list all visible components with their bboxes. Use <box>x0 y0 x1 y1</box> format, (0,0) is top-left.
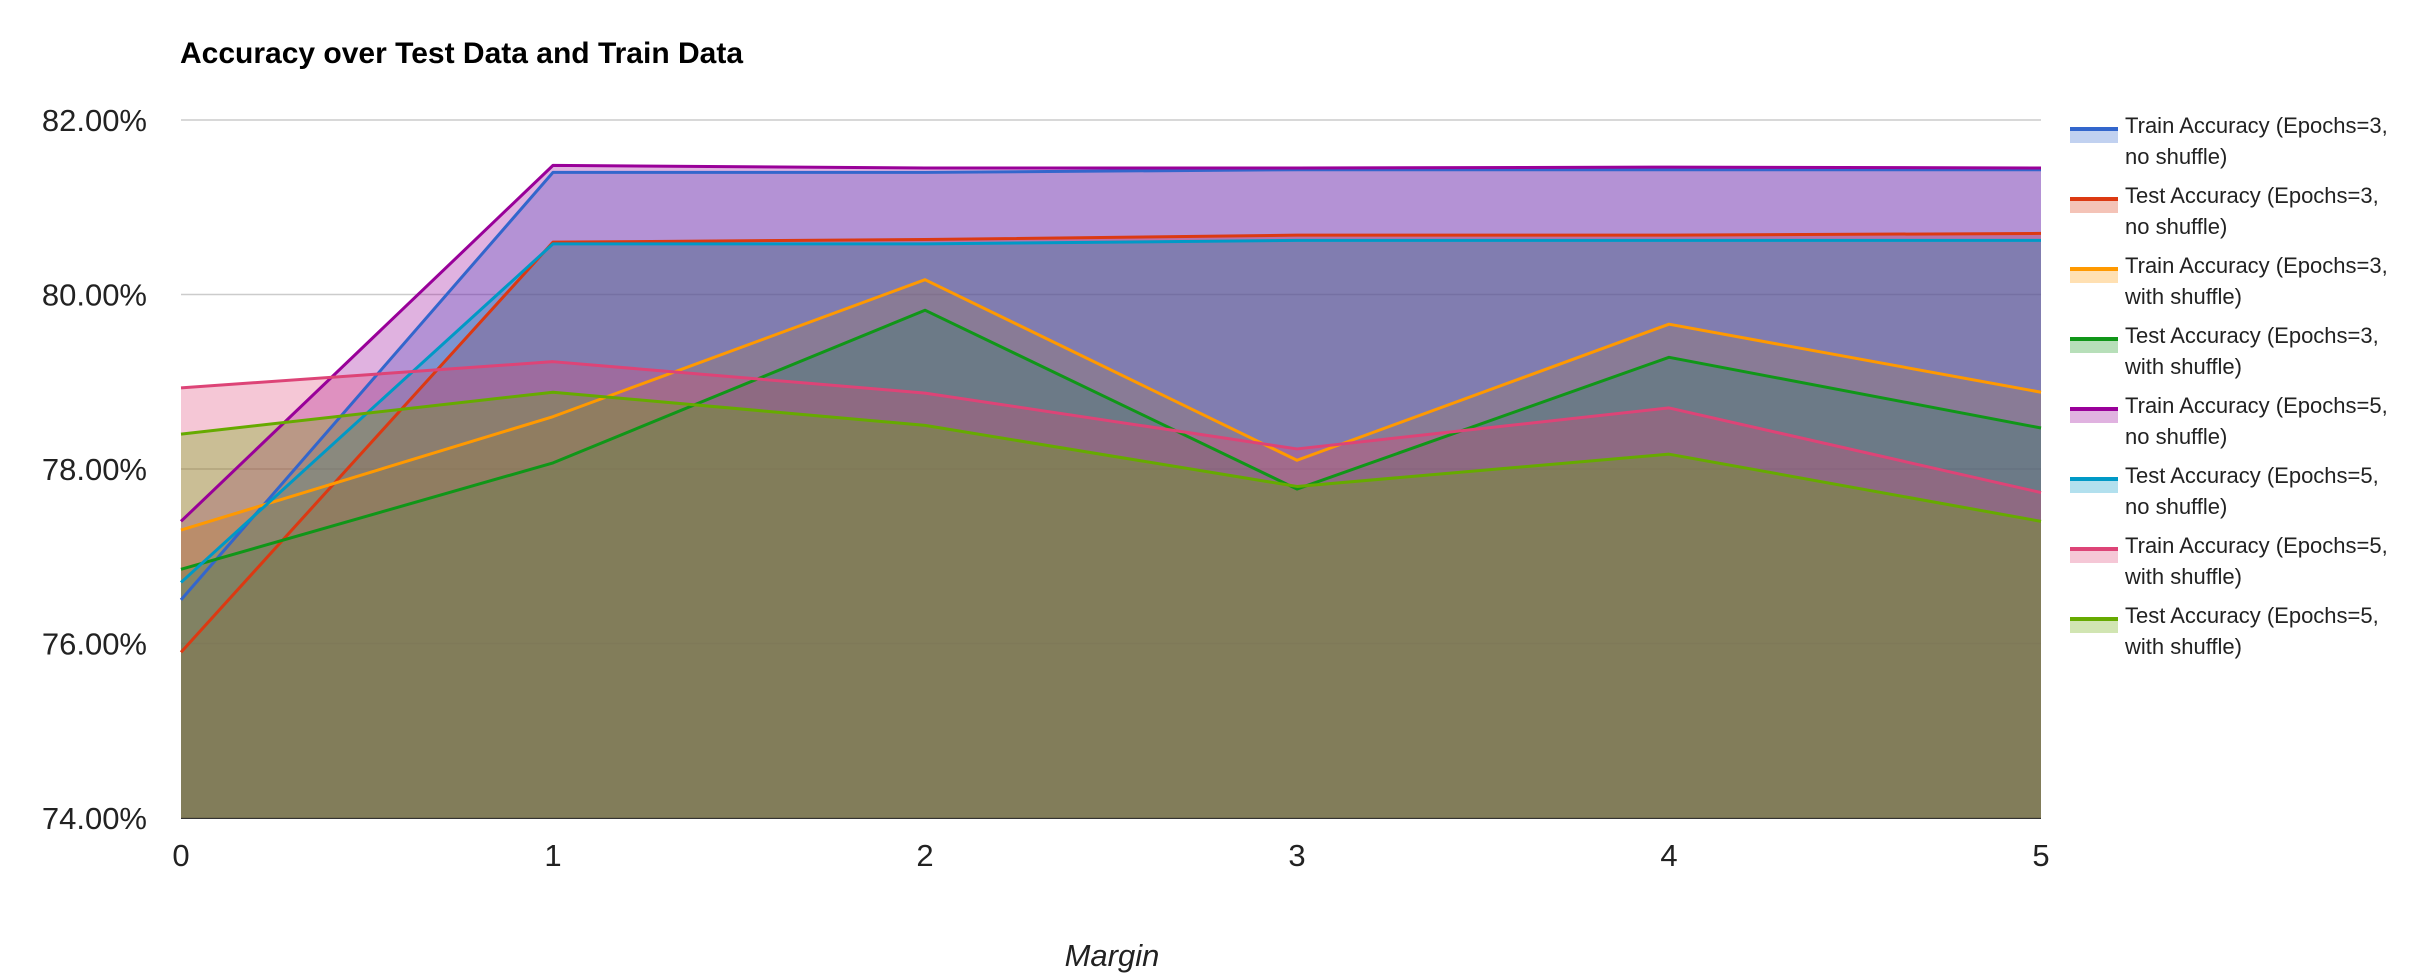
legend-label: with shuffle) <box>2124 564 2242 589</box>
legend-label: no shuffle) <box>2125 144 2227 169</box>
legend-swatch-fill <box>2070 339 2118 353</box>
legend-item[interactable]: Test Accuracy (Epochs=3, with shuffle) <box>2070 323 2379 379</box>
series-line-4 <box>180 308 2042 571</box>
legend-swatch-fill <box>2070 129 2118 143</box>
series-area-8 <box>181 392 2041 818</box>
legend-label: no shuffle) <box>2125 424 2227 449</box>
legend-label: Train Accuracy (Epochs=3, <box>2125 113 2388 138</box>
legend-label: Train Accuracy (Epochs=5, <box>2125 393 2388 418</box>
series-line-7 <box>180 360 2042 495</box>
x-tick-label: 2 <box>916 838 933 873</box>
y-axis-tick-labels: 74.00% 76.00% 78.00% 80.00% 82.00% <box>42 103 147 836</box>
legend-label: with shuffle) <box>2124 284 2242 309</box>
series-areas <box>181 165 2041 819</box>
chart-title: Accuracy over Test Data and Train Data <box>180 37 743 70</box>
series-area-5 <box>181 165 2041 818</box>
y-tick-label: 74.00% <box>42 801 147 836</box>
legend-item[interactable]: Test Accuracy (Epochs=5, no shuffle) <box>2070 463 2379 519</box>
legend-item[interactable]: Train Accuracy (Epochs=5, no shuffle) <box>2070 393 2388 449</box>
legend-swatch-fill <box>2070 619 2118 633</box>
gridlines <box>181 119 2041 819</box>
series-area-1 <box>181 169 2041 819</box>
series-area-6 <box>181 240 2041 818</box>
series-line-5 <box>179 163 2042 523</box>
legend-swatch-fill <box>2070 479 2118 493</box>
legend-swatch-fill <box>2070 549 2118 563</box>
y-tick-label: 82.00% <box>42 103 147 138</box>
legend-item[interactable]: Train Accuracy (Epochs=3, with shuffle) <box>2070 253 2388 309</box>
x-tick-label: 5 <box>2032 838 2049 873</box>
legend-swatch-fill <box>2070 409 2118 423</box>
series-area-3 <box>181 279 2041 819</box>
x-tick-label: 4 <box>1660 838 1677 873</box>
legend-label: Train Accuracy (Epochs=3, <box>2125 253 2388 278</box>
series-line-2 <box>179 231 2042 654</box>
legend: Train Accuracy (Epochs=3,no shuffle)Test… <box>2070 113 2388 659</box>
series-line-8 <box>180 390 2042 523</box>
series-area-4 <box>181 310 2041 818</box>
legend-item[interactable]: Test Accuracy (Epochs=5, with shuffle) <box>2070 603 2379 659</box>
legend-item[interactable]: Train Accuracy (Epochs=5, with shuffle) <box>2070 533 2388 589</box>
series-line-3 <box>180 278 2042 532</box>
series-area-2 <box>181 233 2041 819</box>
y-tick-label: 78.00% <box>42 452 147 487</box>
legend-label: Train Accuracy (Epochs=5, <box>2125 533 2388 558</box>
legend-swatch-fill <box>2070 199 2118 213</box>
legend-label: Test Accuracy (Epochs=5, <box>2125 603 2379 628</box>
x-axis-tick-labels: 0 1 2 3 4 5 <box>172 838 2049 873</box>
legend-swatch-fill <box>2070 269 2118 283</box>
series-line-6 <box>179 238 2041 584</box>
series-area-7 <box>181 361 2041 818</box>
legend-label: no shuffle) <box>2125 494 2227 519</box>
series-line-1 <box>179 168 2041 601</box>
x-tick-label: 1 <box>544 838 561 873</box>
legend-item[interactable]: Test Accuracy (Epochs=3, no shuffle) <box>2070 183 2379 239</box>
legend-label: Test Accuracy (Epochs=5, <box>2125 463 2379 488</box>
legend-item[interactable]: Train Accuracy (Epochs=3, no shuffle) <box>2070 113 2388 169</box>
x-axis-label: Margin <box>1065 938 1160 973</box>
legend-label: with shuffle) <box>2124 634 2242 659</box>
legend-label: Test Accuracy (Epochs=3, <box>2125 323 2379 348</box>
legend-label: with shuffle) <box>2124 354 2242 379</box>
legend-label: no shuffle) <box>2125 214 2227 239</box>
x-tick-label: 3 <box>1288 838 1305 873</box>
x-tick-label: 0 <box>172 838 189 873</box>
series-lines <box>179 163 2042 654</box>
legend-label: Test Accuracy (Epochs=3, <box>2125 183 2379 208</box>
y-tick-label: 80.00% <box>42 278 147 313</box>
y-tick-label: 76.00% <box>42 627 147 662</box>
